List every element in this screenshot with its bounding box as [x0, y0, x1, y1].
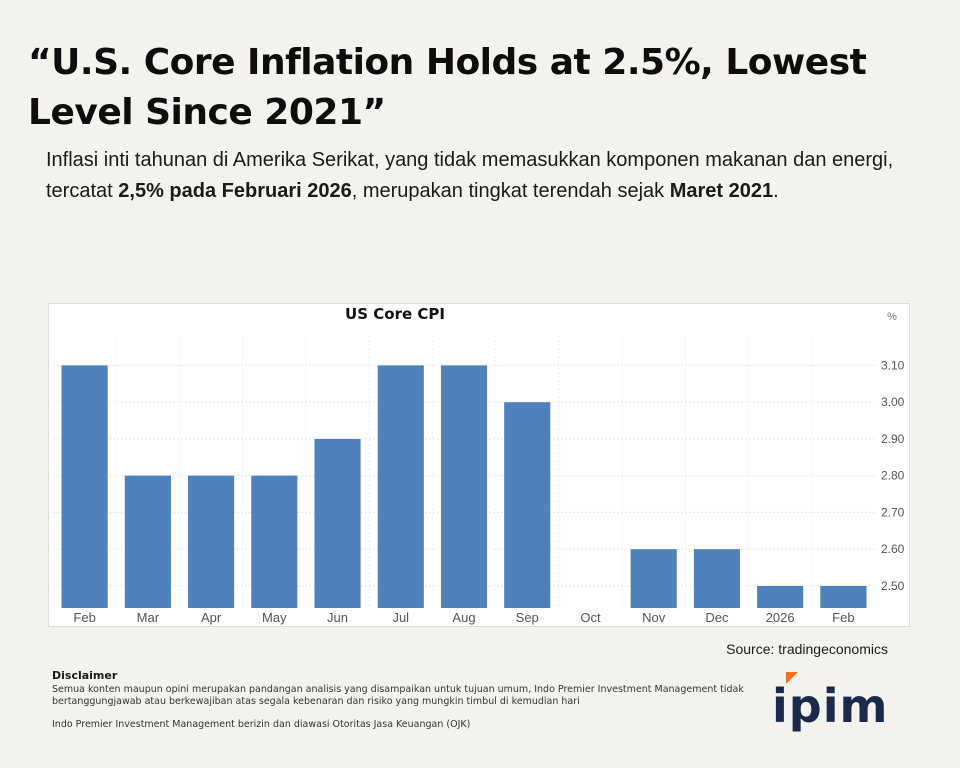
bar — [440, 365, 488, 608]
subtitle-highlight: Maret 2021 — [669, 180, 774, 202]
x-tick-label: Oct — [580, 610, 601, 625]
y-tick-label: 2.80 — [881, 469, 905, 483]
y-tick-label: 2.60 — [881, 542, 905, 556]
bar — [314, 438, 361, 608]
x-tick-label: Aug — [452, 610, 475, 625]
x-tick-label: Apr — [201, 610, 222, 625]
x-tick-label: May — [262, 610, 287, 625]
x-tick-label: Sep — [516, 610, 539, 625]
bar — [630, 549, 677, 608]
x-tick-label: Nov — [642, 610, 666, 625]
bar — [251, 475, 298, 608]
disclaimer-ojk-text: Indo Premier Investment Management beriz… — [52, 718, 471, 730]
x-tick-label: Feb — [73, 610, 95, 625]
y-unit-label: % — [887, 311, 897, 323]
y-tick-label: 3.00 — [881, 395, 905, 409]
subtitle: Inflasi inti tahunan di Amerika Serikat,… — [46, 145, 906, 207]
us-core-cpi-chart: Feb Mar Apr May Jun Jul Aug Sep Oct Nov Dec 2026 Feb… — [53, 305, 905, 625]
disclaimer-title: Disclaimer — [52, 669, 118, 682]
bar — [504, 402, 551, 608]
y-tick-label: 2.70 — [881, 505, 905, 519]
x-tick-label: Mar — [137, 610, 160, 625]
headline: “U.S. Core Inflation Holds at 2.5%, Lowe… — [28, 42, 867, 133]
logo-text: ipim — [772, 679, 889, 733]
y-tick-label: 2.50 — [881, 579, 905, 593]
x-tick-label: Feb — [832, 610, 854, 625]
bar — [187, 475, 235, 608]
subtitle-text: . — [773, 180, 779, 202]
bar — [124, 475, 171, 608]
subtitle-text: , merupakan tingkat terendah sejak — [351, 180, 670, 202]
chart-title: US Core CPI — [345, 305, 445, 323]
x-tick-label: Jul — [392, 610, 409, 625]
disclaimer-text: Semua konten maupun opini merupakan pand… — [52, 683, 744, 708]
subtitle-text: Inflasi inti tahunan di Amerika Serikat,… — [46, 149, 894, 202]
x-tick-label: Jun — [327, 610, 348, 625]
chart-card: Feb Mar Apr May Jun Jul Aug Sep Oct Nov Dec 2026 Feb… — [48, 303, 910, 627]
logo-accent-mark — [786, 672, 798, 684]
bar — [61, 365, 108, 608]
y-tick-label: 2.90 — [881, 432, 905, 446]
x-tick-label: Dec — [705, 610, 729, 625]
ipim-logo: ipim — [772, 672, 902, 738]
bar — [757, 585, 804, 608]
y-tick-label: 3.10 — [881, 358, 905, 372]
bar — [820, 585, 867, 608]
subtitle-highlight: 2,5% pada Februari 2026 — [118, 180, 352, 202]
disclaimer: Disclaimer Semua konten maupun opini mer… — [52, 669, 752, 731]
source-note: Source: tradingeconomics — [726, 641, 888, 657]
bar — [377, 365, 424, 608]
x-tick-label: 2026 — [766, 610, 795, 625]
bar — [693, 549, 741, 608]
